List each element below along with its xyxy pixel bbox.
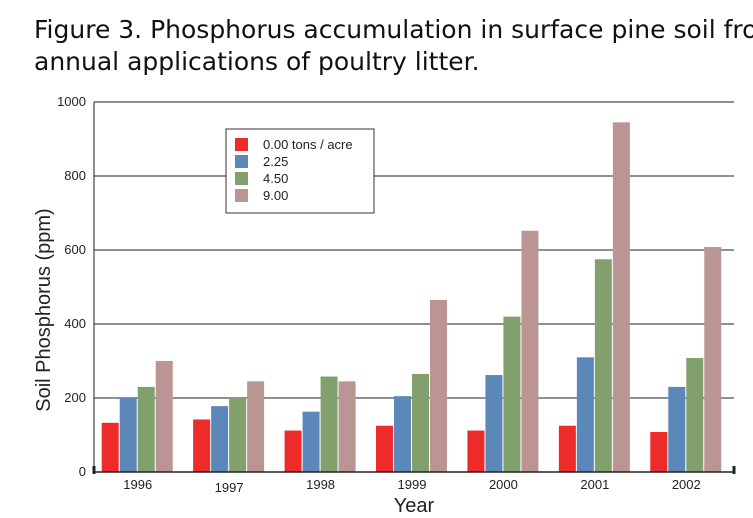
x-tick-label: 1996 [123,477,152,492]
y-tick-label: 800 [64,168,86,183]
legend-swatch [235,155,248,168]
y-tick-label: 1000 [57,94,86,109]
bar-1999-series-2 [412,373,429,472]
legend-label: 2.25 [263,154,288,169]
bar-2002-series-0 [650,432,668,472]
bar-2001-series-0 [558,425,576,472]
legend-label: 9.00 [263,188,288,203]
bar-1999-series-1 [394,396,411,472]
x-tick-label: 1998 [306,477,335,492]
bar-1997-series-1 [211,406,229,472]
chart-title-line-2: annual applications of poultry litter. [34,47,480,76]
y-tick-label: 200 [64,390,86,405]
bar-2000-series-2 [503,316,521,472]
bar-2002-series-2 [686,358,704,472]
legend-swatch [235,138,248,151]
legend-label: 0.00 tons / acre [263,137,353,152]
y-axis-label: Soil Phosphorus (ppm) [33,208,55,411]
y-tick-label: 400 [64,316,86,331]
bar-2002-series-1 [668,386,686,472]
bar-1999-series-3 [430,299,447,472]
x-tick-label: 2002 [672,477,701,492]
bar-1998-series-1 [302,411,320,472]
bar-1996-series-0 [101,422,119,472]
bar-1998-series-2 [320,376,338,472]
legend: 0.00 tons / acre 2.25 4.50 9.00 [225,128,375,214]
bar-1999-series-0 [376,425,393,472]
y-tick-label: 0 [79,464,86,479]
bar-2002-series-3 [704,247,722,472]
bar-2000-series-3 [521,230,539,472]
legend-swatch [235,172,248,185]
x-axis-label: Year [394,495,435,517]
legend-swatch [235,189,248,202]
chart-title-line-1: Figure 3. Phosphorus accumulation in sur… [34,15,753,44]
bars [101,122,722,472]
x-tick-label: 2001 [580,477,609,492]
bar-2001-series-1 [576,357,594,472]
bar-1996-series-3 [155,361,173,472]
y-tick-labels: 0 200 400 600 800 1000 [57,94,86,479]
bar-2000-series-1 [485,375,503,472]
x-tick-labels: 1996 1997 1998 1999 2000 2001 2002 [123,477,700,495]
bar-2000-series-0 [467,430,485,472]
bar-2001-series-2 [594,259,612,472]
legend-box [225,128,375,214]
bar-1998-series-3 [338,381,356,472]
gridlines [94,101,734,399]
bar-1997-series-2 [229,398,247,472]
y-tick-label: 600 [64,242,86,257]
bar-1998-series-0 [284,430,302,472]
bar-1997-series-3 [247,381,265,472]
x-tick-label: 1997 [215,480,244,495]
bar-1996-series-1 [119,398,137,472]
x-tick-label: 2000 [489,477,518,492]
chart-title: Figure 3. Phosphorus accumulation in sur… [34,14,753,78]
bar-2001-series-3 [612,122,630,472]
bar-1997-series-0 [193,419,211,472]
axes [92,102,736,474]
bar-1996-series-2 [137,386,155,472]
legend-label: 4.50 [263,171,288,186]
x-tick-label: 1999 [398,477,427,492]
